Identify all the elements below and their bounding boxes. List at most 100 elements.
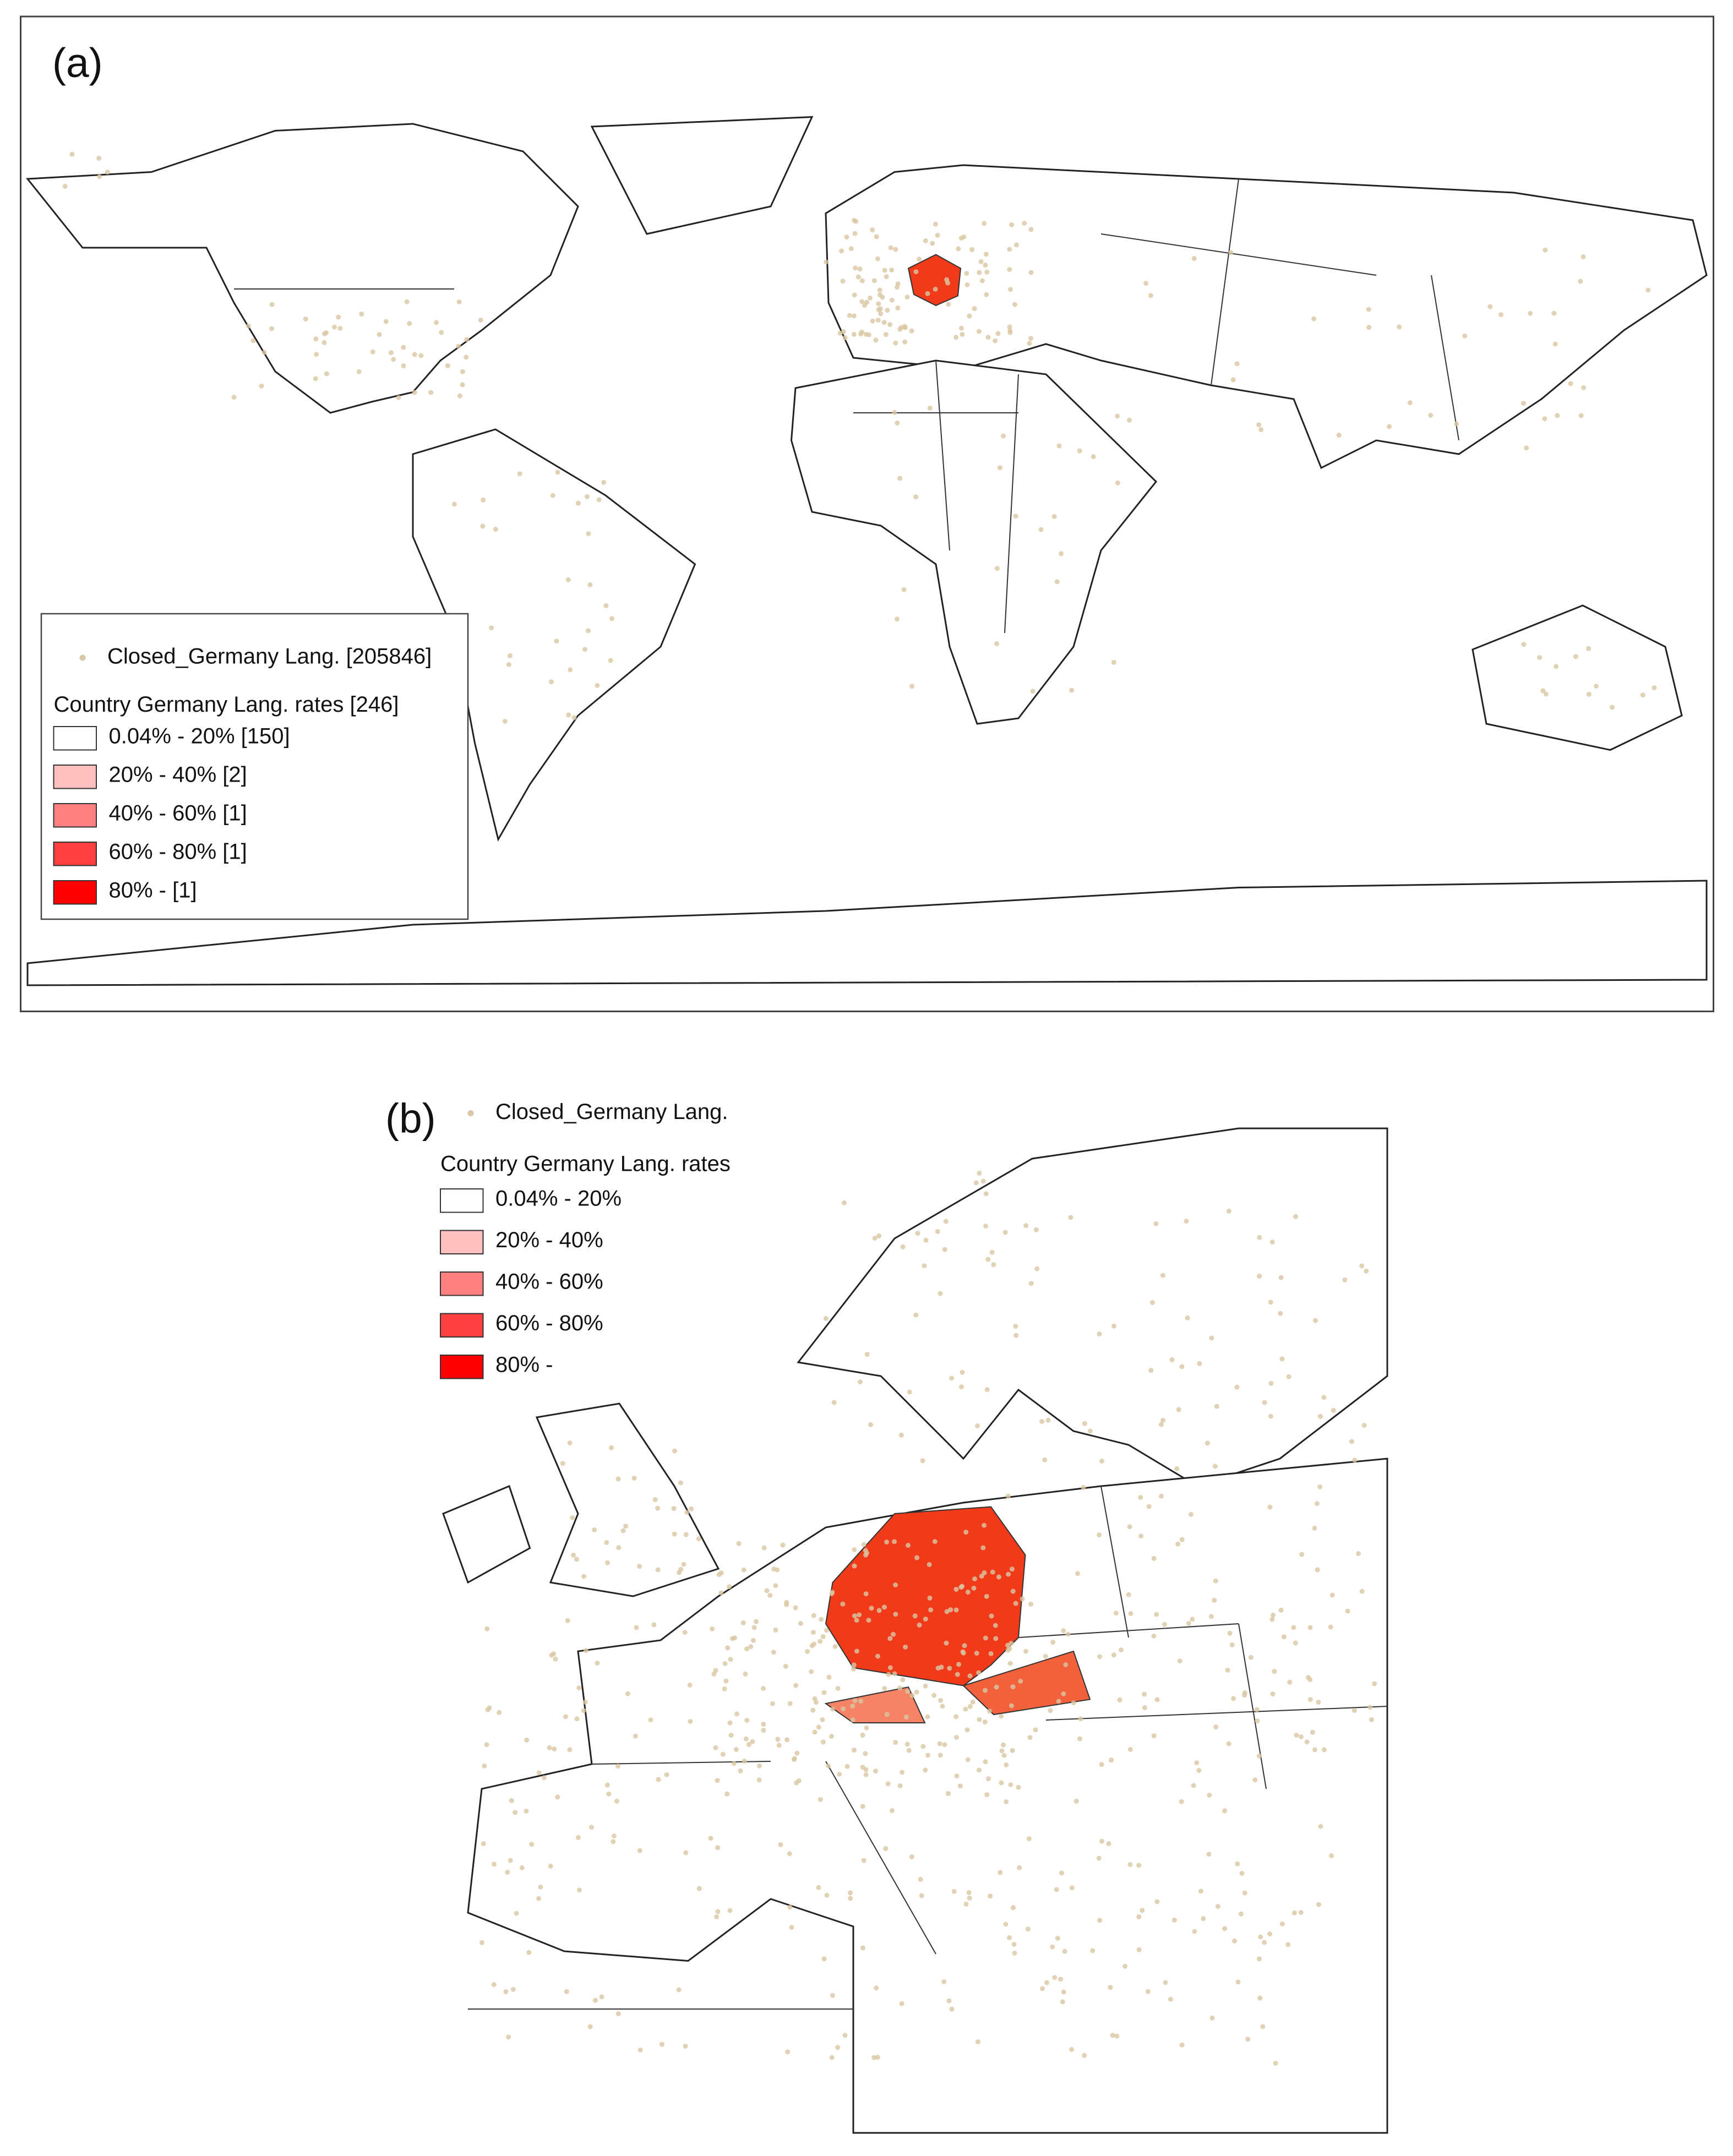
sample-point (1025, 1926, 1031, 1932)
sample-point (967, 1895, 972, 1901)
sample-point (743, 1736, 749, 1742)
sample-point (951, 1888, 957, 1894)
legend-label: 60% - 80% (495, 1311, 603, 1335)
sample-point (1162, 1622, 1168, 1627)
sample-point (1013, 242, 1019, 248)
sample-point (964, 1727, 970, 1733)
sample-point (1007, 267, 1012, 272)
sample-point (1127, 1524, 1132, 1530)
sample-point (970, 1699, 976, 1705)
legend-swatch (53, 803, 97, 828)
sample-point (925, 1753, 931, 1758)
sample-point (816, 1724, 821, 1730)
sample-point (538, 1884, 543, 1890)
sample-point (401, 363, 406, 369)
sample-point (902, 339, 908, 345)
sample-point (851, 1666, 856, 1672)
sample-point (891, 1631, 896, 1637)
legend-label: 20% - 40% [2] (109, 763, 247, 787)
sample-point (892, 410, 897, 415)
sample-point (1231, 1938, 1237, 1944)
sample-point (508, 1858, 513, 1863)
sample-point (972, 1576, 978, 1581)
sample-point (994, 1684, 999, 1690)
sample-point (434, 320, 439, 325)
sample-point (456, 343, 461, 349)
sample-point (1234, 361, 1240, 367)
sample-point (631, 1475, 637, 1481)
sample-point (715, 1778, 720, 1783)
sample-point (820, 1717, 825, 1722)
sample-point (875, 1653, 880, 1659)
sample-point (1231, 1696, 1236, 1701)
sample-point (946, 302, 951, 307)
sample-point (944, 1640, 949, 1646)
sample-point (1258, 1934, 1263, 1940)
sample-point (748, 1644, 754, 1650)
sample-point (1198, 1888, 1203, 1894)
sample-point (506, 662, 511, 667)
sample-point (1230, 377, 1236, 383)
sample-point (464, 354, 469, 360)
sample-point (893, 1582, 898, 1587)
sample-point (989, 1249, 995, 1255)
sample-point (1052, 1975, 1058, 1980)
sample-point (892, 1539, 897, 1544)
sample-point (904, 294, 910, 300)
sample-point (1148, 1368, 1154, 1373)
sample-point (953, 335, 959, 340)
sample-point (1026, 1836, 1032, 1842)
sample-point (1254, 1707, 1260, 1712)
sample-point (962, 1643, 967, 1649)
sample-point (983, 1635, 988, 1641)
sample-point (609, 616, 615, 621)
sample-point (1225, 1667, 1230, 1673)
sample-point (1179, 1364, 1185, 1369)
sample-point (715, 1845, 721, 1851)
legend-title: Country Germany Lang. rates [246] (54, 692, 399, 717)
sample-point (688, 1718, 693, 1724)
sample-point (942, 1742, 947, 1748)
sample-point (1069, 2046, 1075, 2052)
sample-point (1007, 330, 1013, 335)
sample-point (732, 1635, 738, 1641)
sample-point (1248, 1655, 1254, 1660)
legend-swatch (53, 841, 97, 866)
sample-point (1063, 1662, 1069, 1667)
sample-point (1299, 1734, 1304, 1739)
sample-point (722, 1686, 727, 1691)
sample-point (1154, 1697, 1160, 1702)
sample-point (1209, 1335, 1214, 1341)
sample-point (955, 1672, 960, 1677)
sample-point (445, 363, 450, 369)
sample-point (771, 1566, 777, 1572)
sample-point (1192, 1929, 1197, 1934)
sample-point (1040, 1986, 1045, 1991)
sample-point (259, 383, 264, 389)
sample-point (773, 1583, 778, 1589)
sample-point (564, 1989, 569, 1994)
sample-point (595, 1661, 600, 1666)
sample-point (1143, 281, 1149, 286)
sample-point (1061, 1628, 1066, 1634)
sample-point (881, 320, 887, 325)
sample-point (741, 1567, 746, 1573)
sample-point (614, 1798, 619, 1804)
sample-point (966, 1890, 972, 1895)
sample-point (1005, 1647, 1011, 1653)
sample-point (823, 1316, 829, 1321)
sample-point (1028, 270, 1034, 275)
legend-label: 20% - 40% (495, 1228, 603, 1252)
sample-point (985, 335, 991, 340)
sample-point (848, 1896, 853, 1901)
sample-point (575, 1835, 581, 1840)
sample-point (1033, 1227, 1039, 1232)
sample-point (909, 1693, 915, 1698)
sample-point (1042, 1457, 1048, 1462)
legend: Closed_Germany Lang. Country Germany Lang… (440, 1100, 731, 1379)
sample-point (1256, 1753, 1262, 1759)
sample-point (878, 306, 883, 312)
sample-point (855, 274, 861, 280)
sample-point (1209, 2015, 1215, 2021)
